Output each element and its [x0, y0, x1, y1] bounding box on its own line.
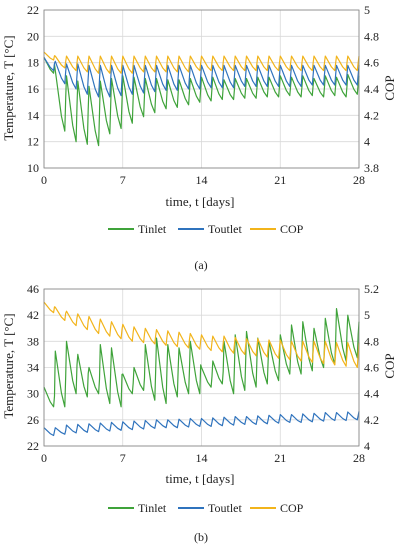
chart-a-y-left-tick-label: 18 [27, 56, 39, 70]
chart-a-y-left-tick-label: 10 [27, 161, 39, 175]
chart-b-y-left-tick-label: 34 [27, 361, 39, 375]
chart-b-y-left-tick-label: 42 [27, 308, 39, 322]
chart-a-y-left-tick-label: 14 [27, 108, 39, 122]
chart-b-y-axis-right-label: COP [382, 353, 397, 378]
chart-b-axes [43, 288, 360, 447]
chart-a-legend-label-toutlet: Toutlet [208, 222, 242, 236]
chart-b-y-left-tick-label: 38 [27, 334, 39, 348]
chart-a-y-left-tick-label: 16 [27, 82, 39, 96]
chart-b-plot-frame [43, 288, 360, 447]
chart-b-x-axis-label: time, t [days] [166, 471, 235, 486]
chart-a-panel-label: (a) [194, 258, 207, 272]
chart-b-x-tick-label: 14 [196, 451, 208, 465]
chart-a-y-axis-left-label: Temperature, T [°C] [1, 35, 16, 140]
chart-a-x-tick-label: 7 [120, 173, 126, 187]
chart-a-series-tinlet-line [43, 57, 360, 147]
chart-b-y-right-tick-label: 4.6 [364, 361, 379, 375]
chart-a-y-right-tick-label: 5 [364, 3, 370, 17]
chart-b-y-right-tick-label: 4.2 [364, 413, 379, 427]
chart-a-y-right-tick-label: 4.2 [364, 108, 379, 122]
chart-b-panel-label: (b) [194, 530, 208, 544]
chart-a-legend-label-cop: COP [280, 222, 304, 236]
chart-b-series-cop-line [43, 301, 360, 369]
chart-b-x-tick-label: 28 [353, 451, 365, 465]
chart-a-x-tick-label: 0 [41, 173, 47, 187]
chart-b-x-tick-label: 21 [274, 451, 286, 465]
chart-b-tick-labels: 22 26 30 34 38 42 46 0 7 14 21 284 4.2 4.4 4.6 4.8 5 5.2 [27, 282, 379, 465]
chart-a-legend-label-tinlet: Tinlet [138, 222, 167, 236]
chart-a-y-right-tick-label: 3.8 [364, 161, 379, 175]
chart-a-y-left-tick-label: 12 [27, 135, 39, 149]
chart-a-x-tick-label: 14 [196, 173, 208, 187]
chart-b-y-axis-left-label: Temperature, T [°C] [1, 313, 16, 418]
chart-b-y-left-tick-label: 30 [27, 387, 39, 401]
chart-b-y-left-tick-label: 26 [27, 413, 39, 427]
chart-a-plot-frame [43, 9, 360, 169]
chart-a-series-toutlet-line [43, 57, 360, 98]
chart-b-y-right-tick-label: 4.4 [364, 387, 379, 401]
chart-a-tick-labels: 10 12 14 16 18 20 22 0 7 14 21 283.8 4 4.2 4.4 4.6 4.8 5 [27, 3, 379, 187]
chart-b-series-lines [43, 301, 360, 437]
chart-b-y-right-tick-label: 5.2 [364, 282, 379, 296]
chart-b-y-left-tick-label: 46 [27, 282, 39, 296]
chart-b-y-right-tick-label: 4 [364, 439, 370, 453]
chart-a-legend: Tinlet Toutlet COP [108, 222, 304, 236]
chart-b-legend-label-tinlet: Tinlet [138, 501, 167, 515]
chart-a-y-left-tick-label: 22 [27, 3, 39, 17]
chart-b-legend-label-cop: COP [280, 501, 304, 515]
chart-a-y-axis-right-label: COP [382, 75, 397, 100]
chart-b-x-tick-label: 0 [41, 451, 47, 465]
chart-b-legend-label-toutlet: Toutlet [208, 501, 242, 515]
chart-b-y-right-tick-label: 4.8 [364, 334, 379, 348]
chart-a-y-right-tick-label: 4 [364, 135, 370, 149]
chart-a-y-left-tick-label: 20 [27, 29, 39, 43]
chart-b-legend: Tinlet Toutlet COP [108, 501, 304, 515]
chart-b-series-tinlet-line [43, 308, 360, 408]
chart-a-y-right-tick-label: 4.4 [364, 82, 379, 96]
chart-a-series-lines [43, 51, 360, 147]
chart-b-x-tick-label: 7 [120, 451, 126, 465]
chart-a-x-tick-label: 21 [274, 173, 286, 187]
chart-a-x-axis-label: time, t [days] [166, 194, 235, 209]
chart-a-y-right-tick-label: 4.6 [364, 56, 379, 70]
chart-a-y-right-tick-label: 4.8 [364, 29, 379, 43]
chart-a-x-tick-label: 28 [353, 173, 365, 187]
chart-b-series-toutlet-line [43, 411, 360, 437]
chart-b-y-right-tick-label: 5 [364, 308, 370, 322]
chart-a-axes [43, 9, 360, 169]
chart-a-series-cop-line [43, 51, 360, 74]
chart-b-y-left-tick-label: 22 [27, 439, 39, 453]
